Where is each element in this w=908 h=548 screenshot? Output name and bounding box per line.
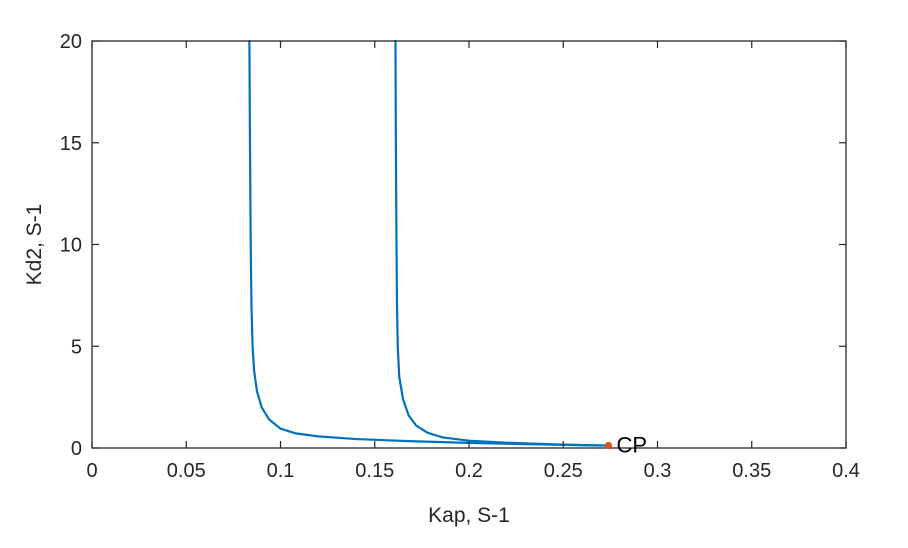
axes-layer: 0 0.05 0.1 0.15 0.2 0.25 0.3 0.35 0.4 0 5 10 15 20 <box>60 31 860 482</box>
y-tick-label: 10 <box>60 235 82 257</box>
cp-label: CP <box>616 433 647 458</box>
x-tick-label: 0.25 <box>544 460 583 482</box>
x-tick-label: 0.4 <box>832 460 860 482</box>
x-tick-label: 0.15 <box>355 460 394 482</box>
y-axis-title: Kd2, S-1 <box>23 204 46 286</box>
y-tick-label: 0 <box>71 438 82 460</box>
y-tick-label: 5 <box>71 336 82 358</box>
y-tick-label: 15 <box>60 133 82 155</box>
plot-area <box>92 41 846 448</box>
x-tick-label: 0 <box>86 460 97 482</box>
x-tick-label: 0.1 <box>267 460 295 482</box>
series-layer <box>248 39 610 447</box>
x-tick-label: 0.2 <box>455 460 483 482</box>
cp-marker <box>604 441 613 450</box>
series-line-2 <box>394 39 610 447</box>
x-tick-label: 0.35 <box>732 460 771 482</box>
annotation-layer: CP <box>604 433 647 458</box>
x-tick-label: 0.3 <box>644 460 672 482</box>
x-tick-label: 0.05 <box>167 460 206 482</box>
series-line-1 <box>248 39 610 447</box>
y-tick-label: 20 <box>60 31 82 53</box>
x-axis-title: Kap, S-1 <box>428 504 510 527</box>
